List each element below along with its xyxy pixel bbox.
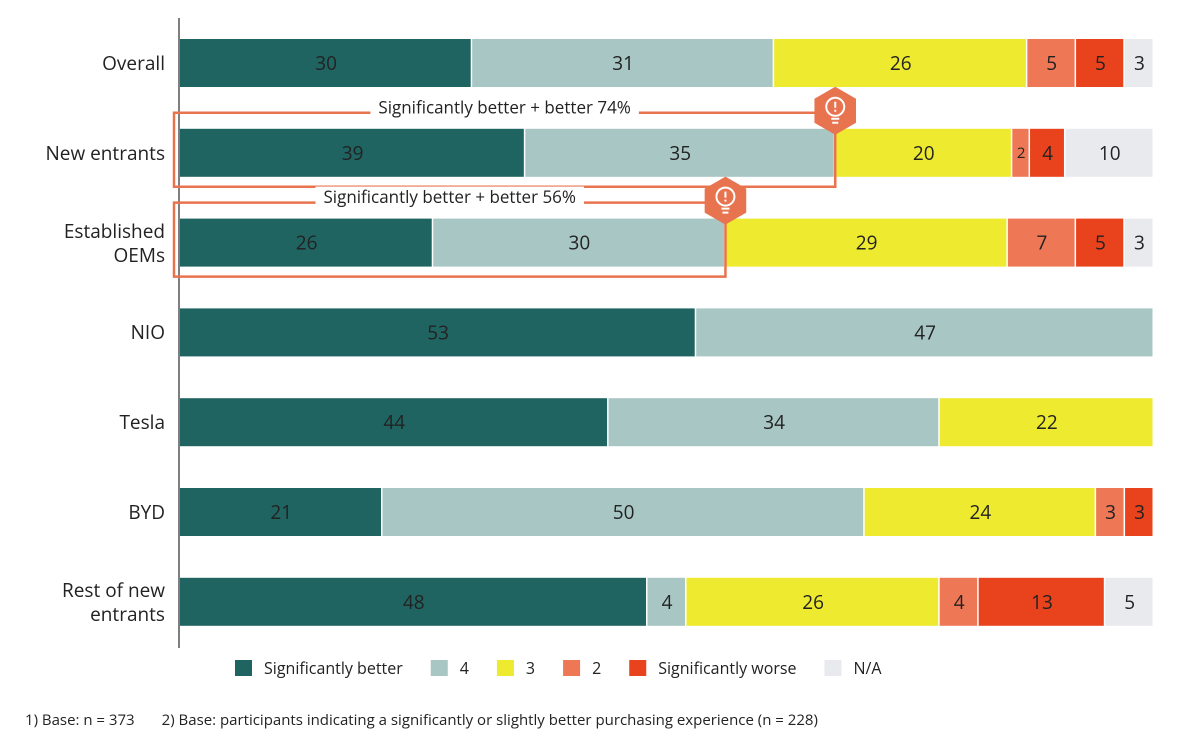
- value-label: 10: [1099, 140, 1121, 166]
- bar-segment: [725, 218, 1007, 267]
- bar-segment: [1065, 128, 1153, 177]
- bar-segment: [525, 128, 834, 177]
- value-label: 4: [954, 589, 965, 615]
- bar-segment: [864, 488, 1095, 536]
- bar-segment: [1076, 39, 1124, 87]
- bar-segment: [180, 218, 432, 267]
- bar-segment: [180, 577, 647, 626]
- bar-segment: [180, 128, 524, 177]
- bar-segment: [1007, 218, 1075, 267]
- bar-segment: [382, 488, 864, 536]
- annotation-label: Significantly better + better 56%: [323, 185, 575, 208]
- bar-segment: [1125, 488, 1153, 536]
- bar-segment: [180, 39, 471, 87]
- value-label: 5: [1046, 50, 1057, 76]
- bar-segment: [774, 39, 1026, 87]
- legend-label: Significantly better: [264, 657, 403, 679]
- footnote: 2) Base: participants indicating a signi…: [162, 710, 818, 730]
- value-label: 3: [1134, 50, 1145, 76]
- footnote: 1) Base: n = 373: [25, 710, 135, 730]
- value-label: 26: [802, 589, 824, 615]
- bar-segment: [647, 577, 685, 626]
- bar-segment: [978, 577, 1104, 626]
- value-label: 2: [1017, 143, 1026, 163]
- value-label: 4: [662, 589, 673, 615]
- bar-segment: [1124, 39, 1153, 87]
- value-label: 47: [914, 319, 936, 345]
- bar-segment: [696, 308, 1153, 357]
- bar-segment: [1027, 39, 1075, 87]
- bar-segment: [939, 398, 1153, 447]
- value-label: 31: [612, 50, 634, 76]
- value-label: 22: [1036, 409, 1058, 435]
- value-label: 5: [1095, 230, 1106, 256]
- legend-swatch: [629, 660, 647, 676]
- category-label: Tesla: [119, 409, 165, 436]
- insight-icon-base: [831, 101, 840, 124]
- legend-swatch: [496, 660, 514, 676]
- insight-icon-bulb: [715, 186, 736, 207]
- bar-segment: [608, 398, 939, 447]
- bar-segment: [1096, 488, 1124, 536]
- category-label: New entrants: [45, 139, 165, 166]
- value-label: 39: [342, 140, 364, 166]
- legend-swatch: [563, 660, 581, 676]
- bar-segment: [939, 577, 978, 626]
- value-label: 4: [1042, 140, 1053, 166]
- value-label: 21: [270, 499, 292, 525]
- category-label: NIO: [130, 319, 165, 346]
- legend-label: Significantly worse: [658, 657, 796, 679]
- category-label: BYD: [128, 499, 165, 525]
- bar-segment: [686, 577, 939, 626]
- annotation-label-bg: [370, 96, 639, 119]
- bar-segment: [1076, 218, 1124, 267]
- category-label: Overall: [102, 50, 165, 76]
- value-label: 30: [315, 50, 337, 76]
- value-label: 24: [970, 499, 992, 525]
- annotation-label: Significantly better + better 74%: [378, 95, 630, 118]
- bar-segment: [1012, 128, 1029, 177]
- legend-label: 2: [592, 657, 601, 679]
- bar-segment: [180, 398, 608, 447]
- value-label: 26: [296, 230, 318, 256]
- value-label: 3: [1105, 499, 1116, 525]
- value-label: 29: [856, 230, 878, 256]
- value-label: 34: [763, 409, 785, 435]
- bar-segment: [180, 308, 695, 357]
- value-label: 3: [1134, 230, 1145, 256]
- legend-label: N/A: [853, 657, 882, 679]
- bar-segment: [180, 488, 382, 536]
- insight-icon-bulb: [825, 96, 846, 117]
- value-label: 44: [383, 409, 405, 435]
- legend-swatch: [824, 660, 842, 676]
- value-label: 26: [890, 50, 912, 76]
- bar-segment: [1030, 128, 1064, 177]
- value-label: 53: [427, 319, 449, 345]
- legend-label: 4: [460, 657, 469, 679]
- insight-icon-base: [721, 191, 730, 214]
- value-label: 5: [1095, 50, 1106, 76]
- bar-segment: [472, 39, 773, 87]
- value-label: 3: [1134, 499, 1145, 525]
- bar-segment: [835, 128, 1011, 177]
- value-label: 7: [1037, 230, 1048, 256]
- bar-segment: [1124, 218, 1153, 267]
- value-label: 35: [669, 140, 691, 166]
- bar-segment: [433, 218, 724, 267]
- legend-swatch: [235, 660, 252, 676]
- annotation-label-bg: [315, 186, 584, 209]
- value-label: 30: [568, 230, 590, 256]
- value-label: 20: [913, 140, 935, 166]
- value-label: 13: [1031, 589, 1053, 615]
- value-label: 50: [613, 499, 635, 525]
- value-label: 5: [1124, 589, 1135, 615]
- category-label: Established OEMs: [63, 217, 165, 268]
- bar-segment: [1105, 577, 1153, 626]
- legend-swatch: [430, 660, 448, 676]
- value-label: 48: [403, 589, 425, 615]
- legend-label: 3: [526, 657, 535, 679]
- category-label: Rest of new entrants: [62, 576, 165, 627]
